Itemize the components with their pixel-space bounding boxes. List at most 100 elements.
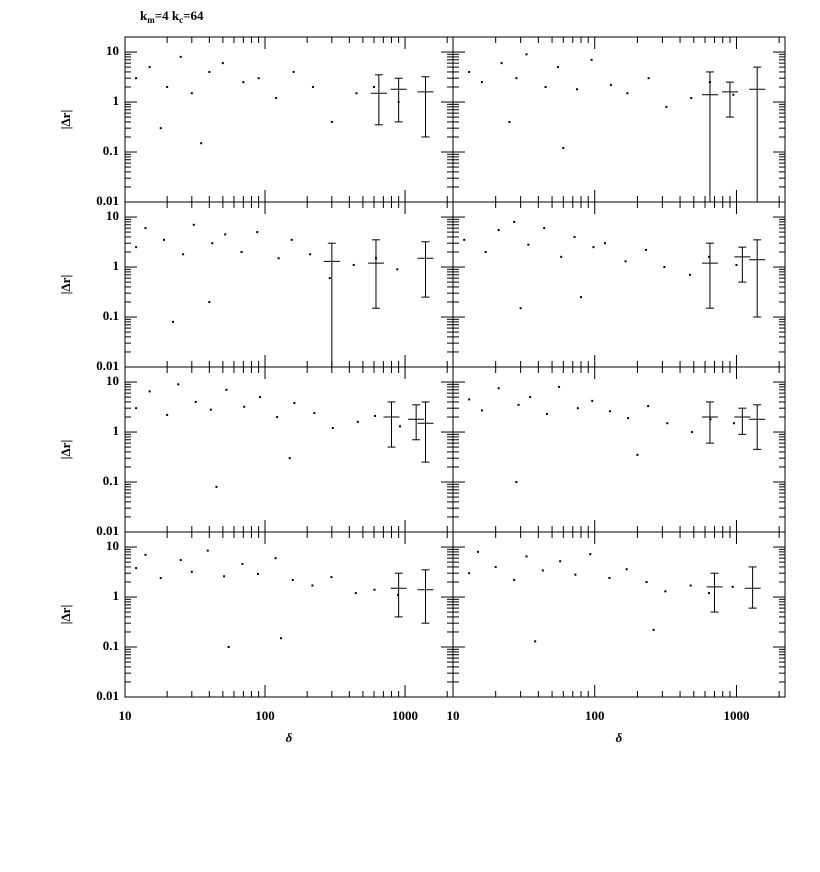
scatter-point [192,223,195,226]
scatter-point [544,85,547,88]
title-part: =64 [183,8,204,23]
scatter-point [206,549,209,552]
scatter-point [373,588,376,591]
scatter-point [664,590,667,593]
scatter-point [627,417,630,420]
title-subscript: c [179,15,183,25]
scatter-point [519,307,522,310]
y-tick-label: 0.1 [103,143,119,158]
panel-frame [124,36,454,203]
x-tick-label: 10 [119,708,132,723]
scatter-point [330,120,333,123]
scatter-point [190,570,193,573]
scatter-point [396,268,399,271]
scatter-point [626,92,629,95]
scatter-point [309,253,312,256]
scatter-point [223,575,226,578]
y-tick-label: 0.01 [96,523,119,538]
scatter-point [645,248,648,251]
scatter-point [500,62,503,65]
scatter-point [517,403,520,406]
scatter-point [243,405,246,408]
scatter-point [589,553,592,556]
scatter-point [688,273,691,276]
scatter-point [135,77,138,80]
scatter-point [200,142,203,145]
scatter-point [398,425,401,428]
scatter-point [480,81,483,84]
scatter-point [513,220,516,223]
scatter-point [277,257,280,260]
scatter-point [463,238,466,241]
scatter-point [274,557,277,560]
title-subscript: m [147,15,155,25]
scatter-point [573,235,576,238]
scatter-point [241,562,244,565]
scatter-point [603,242,606,245]
scatter-point [240,250,243,253]
panel-frame [124,366,454,533]
y-tick-label: 1 [113,258,120,273]
scatter-point [731,585,734,588]
scatter-point [647,77,650,80]
panel-frame [124,531,454,698]
scatter-point [608,410,611,413]
scatter-point [732,422,735,425]
scatter-point [159,577,162,580]
scatter-point [591,399,594,402]
scatter-point [356,420,359,423]
scatter-point [508,120,511,123]
scatter-point [144,553,147,556]
scatter-point [543,227,546,230]
scatter-point [221,62,224,65]
scatter-point [556,66,559,69]
scatter-point [291,578,294,581]
scatter-point [579,296,582,299]
scatter-point [534,640,537,643]
scatter-point [636,453,639,456]
scatter-point [352,263,355,266]
scatter-point [208,70,211,73]
scatter-point [171,320,174,323]
scatter-point [148,390,151,393]
scatter-point [484,250,487,253]
scatter-point [559,560,562,563]
scatter-point [166,85,169,88]
x-tick-label: 1000 [723,708,749,723]
scatter-point [529,396,532,399]
scatter-point [513,578,516,581]
scatter-point [468,70,471,73]
scatter-point [624,260,627,263]
scatter-point [225,388,228,391]
scatter-point [645,580,648,583]
scatter-point [494,565,497,568]
scatter-point [560,255,563,258]
y-axis-label: |Δr| [58,605,73,625]
scatter-point [224,233,227,236]
scatter-point [355,92,358,95]
scatter-point [480,409,483,412]
scatter-point [515,481,518,484]
scatter-point [690,97,693,100]
scatter-point [562,147,565,150]
scatter-point [256,231,259,234]
scatter-point [663,266,666,269]
scatter-point [148,66,151,69]
scatter-point [311,85,314,88]
scatter-point [609,83,612,86]
scatter-point [182,253,185,256]
y-tick-label: 10 [106,373,119,388]
scatter-point [177,383,180,386]
y-tick-label: 0.1 [103,638,119,653]
y-tick-label: 10 [106,208,119,223]
scatter-point [331,427,334,430]
y-tick-label: 10 [106,538,119,553]
scatter-point [242,81,245,84]
scatter-point [215,485,218,488]
scatter-point [163,238,166,241]
scatter-point [330,576,333,579]
y-tick-label: 0.01 [96,688,119,703]
scatter-point [515,77,518,80]
scatter-point [652,628,655,631]
